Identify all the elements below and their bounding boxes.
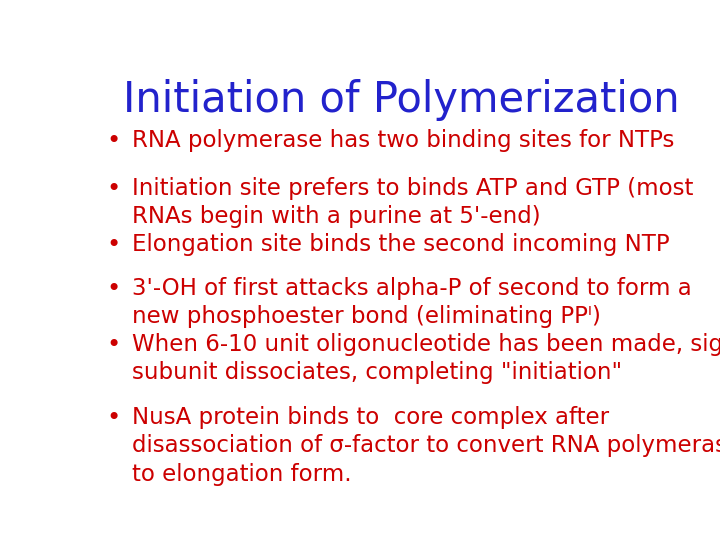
Text: •: •: [107, 233, 121, 257]
Text: Elongation site binds the second incoming NTP: Elongation site binds the second incomin…: [132, 233, 670, 256]
Text: •: •: [107, 277, 121, 301]
Text: 3'-OH of first attacks alpha-P of second to form a
new phosphoester bond (elimin: 3'-OH of first attacks alpha-P of second…: [132, 277, 692, 328]
Text: RNA polymerase has two binding sites for NTPs: RNA polymerase has two binding sites for…: [132, 129, 674, 152]
Text: •: •: [107, 406, 121, 430]
Text: Initiation site prefers to binds ATP and GTP (most
RNAs begin with a purine at 5: Initiation site prefers to binds ATP and…: [132, 177, 693, 228]
Text: When 6-10 unit oligonucleotide has been made, sigma
subunit dissociates, complet: When 6-10 unit oligonucleotide has been …: [132, 333, 720, 384]
Text: •: •: [107, 333, 121, 357]
Text: •: •: [107, 177, 121, 201]
Text: •: •: [107, 129, 121, 153]
Text: NusA protein binds to  core complex after
disassociation of σ-factor to convert : NusA protein binds to core complex after…: [132, 406, 720, 485]
Text: Initiation of Polymerization: Initiation of Polymerization: [124, 79, 680, 122]
